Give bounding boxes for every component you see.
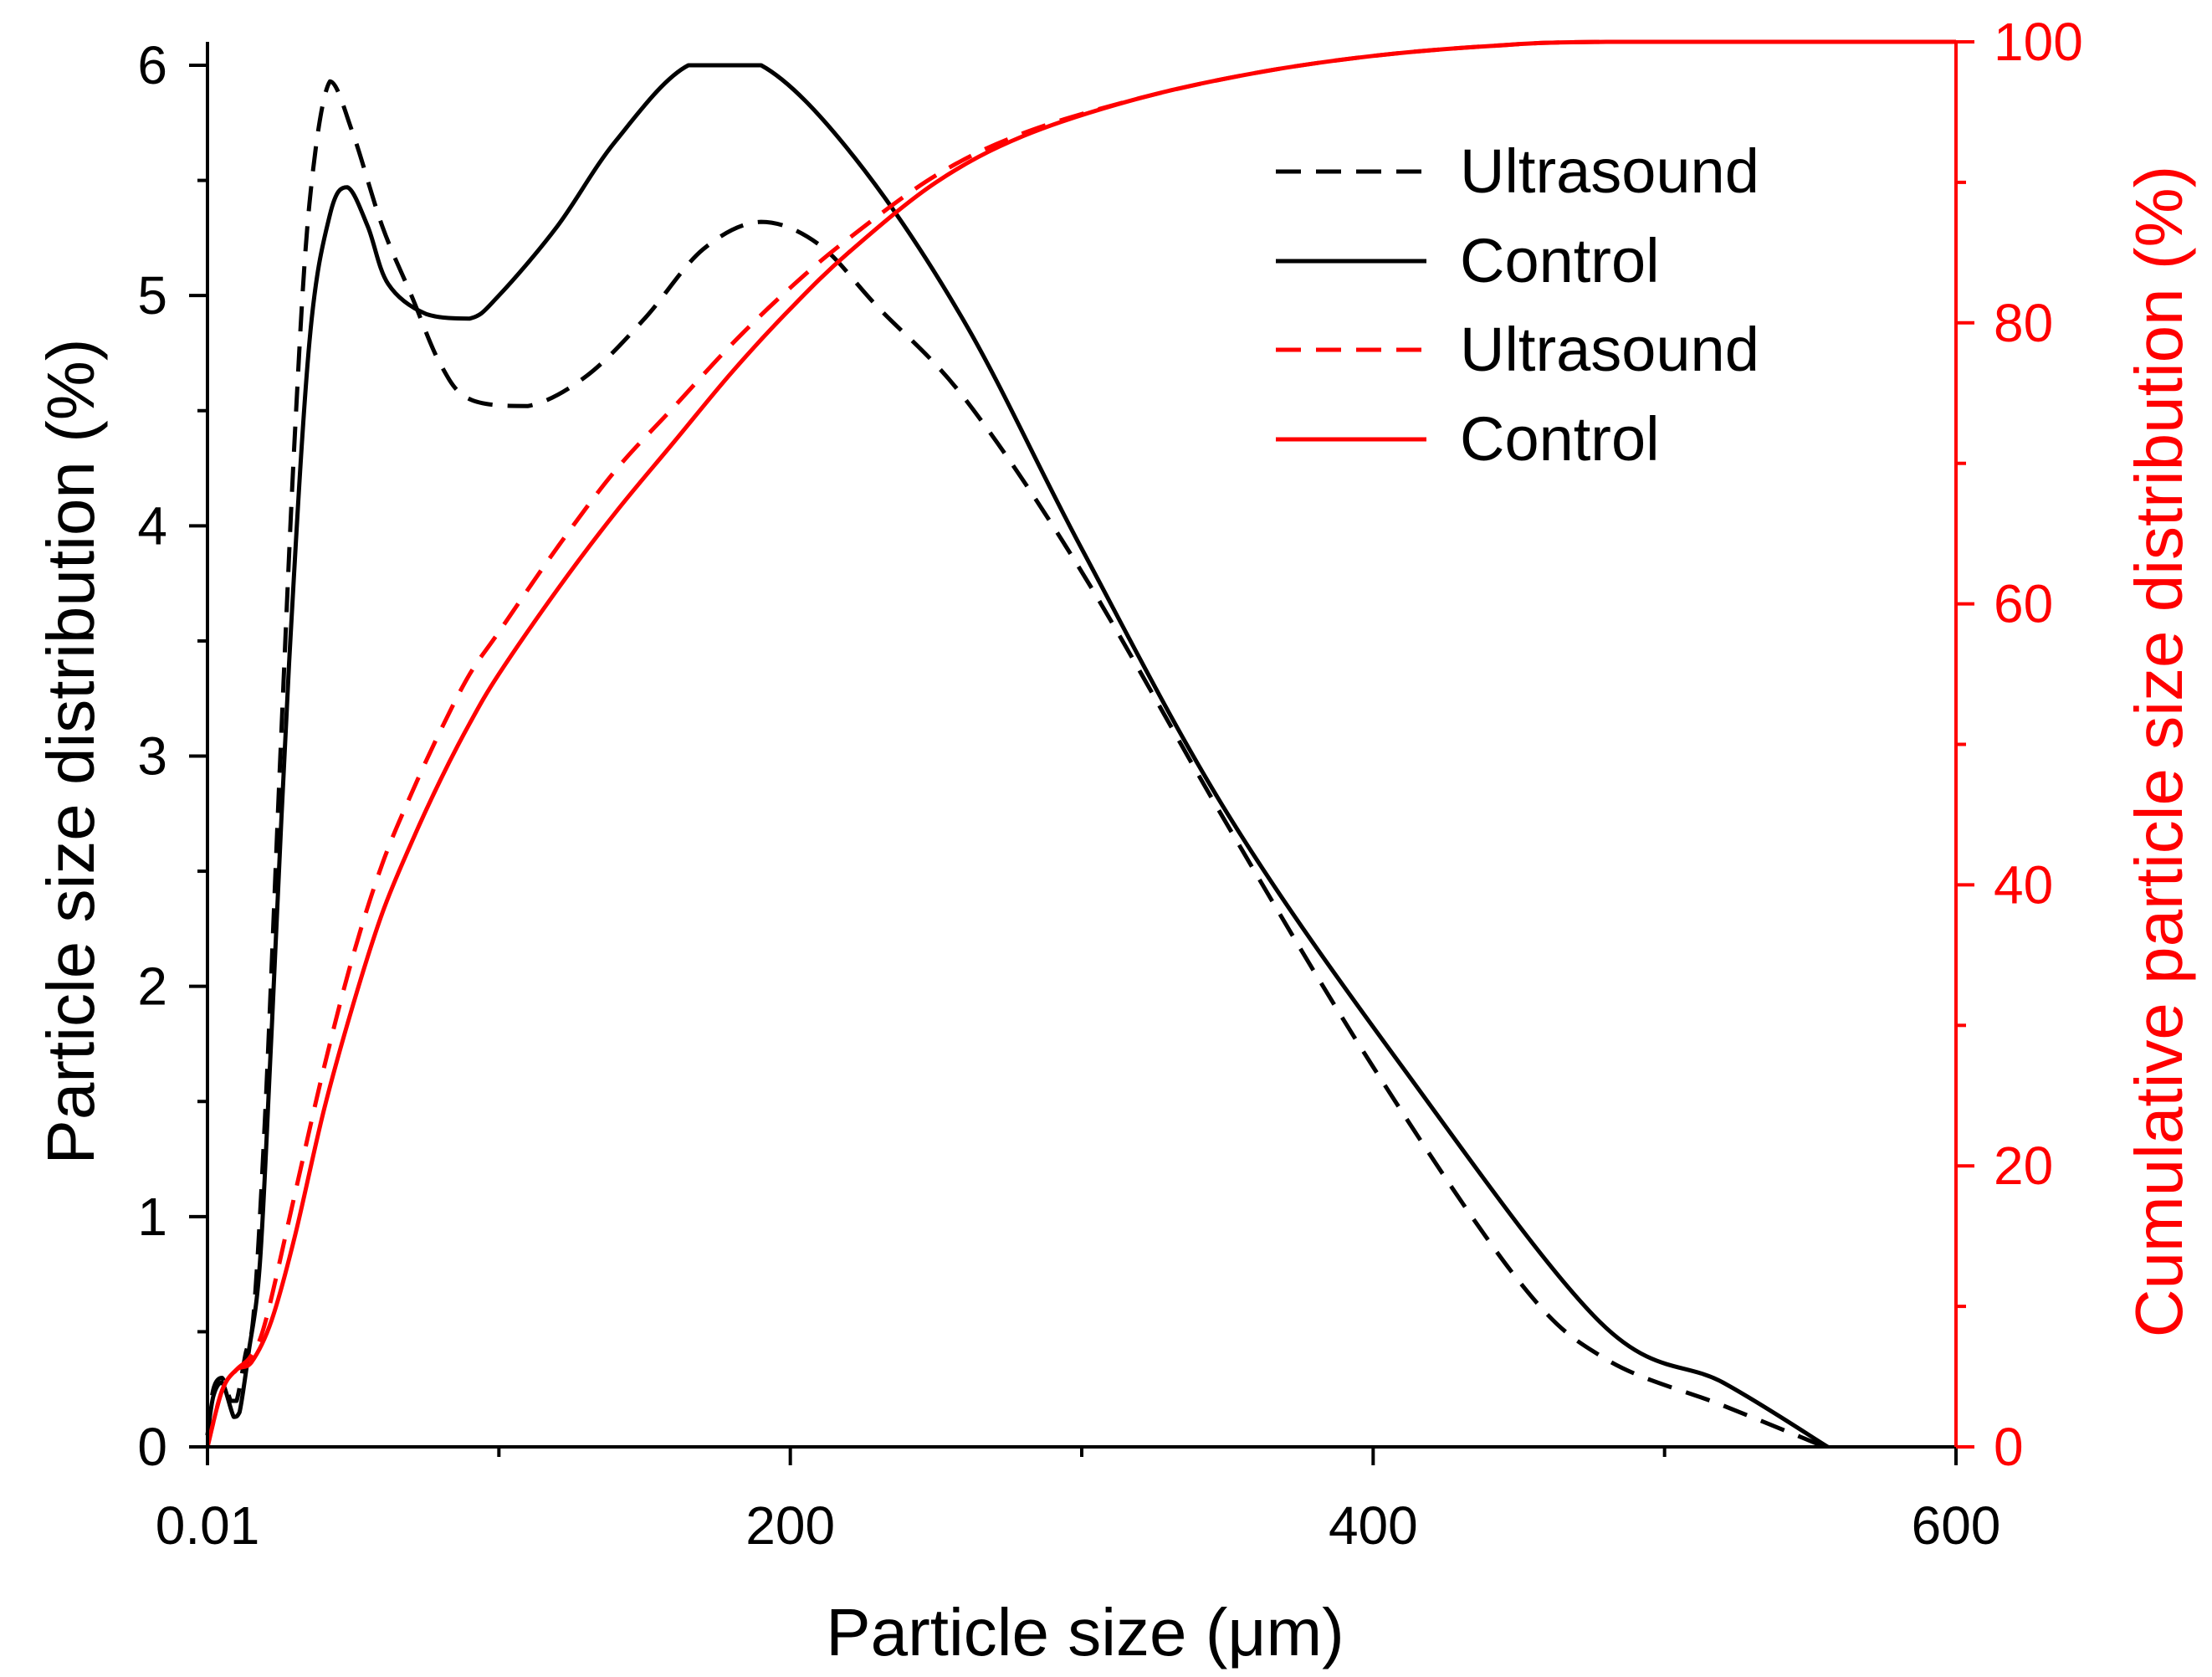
y-left-tick-label: 1: [137, 1187, 167, 1247]
y-left-tick-label: 2: [137, 956, 167, 1017]
y-right-tick-label: 60: [1994, 574, 2053, 634]
legend-label: Ultrasound: [1460, 315, 1759, 384]
x-tick-label: 0.01: [156, 1495, 260, 1556]
series-line-control-left: [205, 63, 1830, 1449]
y-right-tick-label: 40: [1994, 854, 2053, 915]
y-right-tick-label: 100: [1994, 12, 2083, 72]
x-tick-label: 400: [1329, 1495, 1418, 1556]
y-left-tick-label: 6: [137, 35, 167, 95]
x-axis-label: Particle size (μm): [826, 1595, 1344, 1669]
x-tick-label: 600: [1912, 1495, 2001, 1556]
legend-label: Control: [1460, 226, 1660, 295]
axes: [206, 42, 1958, 1449]
y-left-tick-label: 4: [137, 495, 167, 556]
y-axis-right-label: Cumulative particle size distribution (%…: [2122, 166, 2196, 1338]
series-line-ultrasound-right: [205, 39, 1956, 1448]
plot-lines: [205, 39, 1956, 1449]
legend: Ultrasound Control Ultrasound Control: [1276, 136, 1759, 474]
series-line-control-right: [205, 39, 1956, 1448]
y-right-tick-label: 20: [1994, 1136, 2053, 1196]
y-right-tick-label: 0: [1994, 1417, 2024, 1477]
y-axis-left-label: Particle size distribution (%): [33, 339, 108, 1165]
y-left-tick-label: 5: [137, 265, 167, 326]
y-left-tick-label: 3: [137, 726, 167, 787]
legend-label: Ultrasound: [1460, 136, 1759, 206]
legend-label: Control: [1460, 404, 1660, 474]
y-left-tick-label: 0: [137, 1417, 167, 1477]
y-right-tick-label: 80: [1994, 293, 2053, 353]
x-tick-label: 200: [745, 1495, 835, 1556]
series-line-ultrasound-left: [205, 79, 1826, 1449]
